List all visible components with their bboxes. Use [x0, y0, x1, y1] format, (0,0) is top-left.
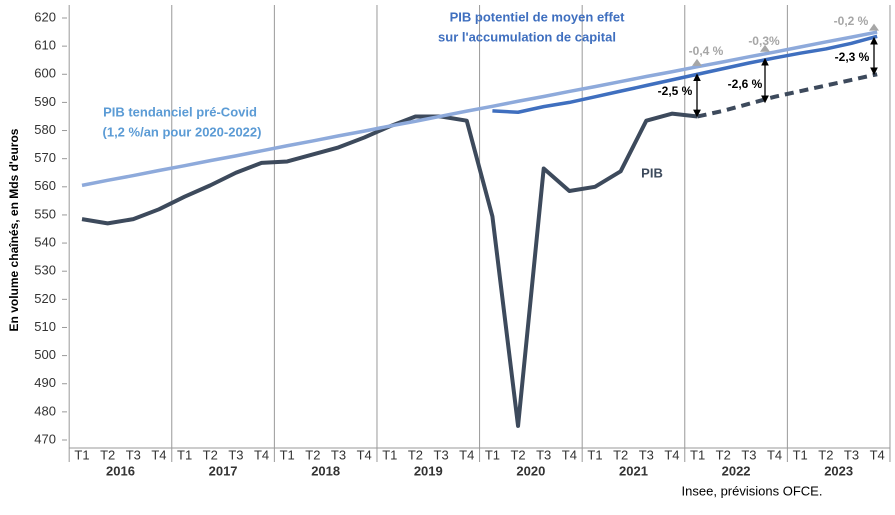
year-label: 2017 — [209, 463, 238, 478]
x-tick-label: T4 — [562, 447, 577, 462]
x-tick-label: T3 — [844, 447, 859, 462]
x-tick-label: T3 — [228, 447, 243, 462]
x-tick-label: T2 — [305, 447, 320, 462]
series-line — [81, 30, 878, 188]
y-tick-label: 610 — [34, 38, 56, 53]
gap-marker — [692, 58, 702, 66]
annotation: -0,4 % — [689, 44, 724, 58]
annotation: -0,3% — [748, 34, 780, 48]
x-tick-label: T3 — [126, 447, 141, 462]
y-tick-label: 470 — [34, 431, 56, 446]
series-line — [697, 72, 878, 119]
y-tick-label: 590 — [34, 94, 56, 109]
y-tick-label: 550 — [34, 206, 56, 221]
x-tick-label: T2 — [510, 447, 525, 462]
y-tick-label: 500 — [34, 347, 56, 362]
year-label: 2020 — [516, 463, 545, 478]
x-tick-label: T3 — [536, 447, 551, 462]
x-tick-label: T1 — [177, 447, 192, 462]
y-tick-label: 560 — [34, 178, 56, 193]
x-tick-label: T2 — [818, 447, 833, 462]
year-label: 2023 — [824, 463, 853, 478]
x-tick-label: T1 — [485, 447, 500, 462]
x-tick-label: T4 — [767, 447, 782, 462]
gap-marker — [760, 44, 770, 52]
y-tick-label: 520 — [34, 291, 56, 306]
y-tick-label: 600 — [34, 66, 56, 81]
y-tick-label: 620 — [34, 9, 56, 24]
annotation: PIB tendanciel pré-Covid — [103, 104, 257, 119]
y-tick-label: 480 — [34, 403, 56, 418]
x-tick-label: T2 — [716, 447, 731, 462]
x-tick-label: T2 — [613, 447, 628, 462]
y-tick-label: 570 — [34, 150, 56, 165]
x-tick-label: T4 — [459, 447, 474, 462]
x-tick-label: T4 — [664, 447, 679, 462]
annotation: sur l'accumulation de capital — [438, 29, 616, 44]
series-line — [492, 34, 878, 114]
annotation: (1,2 %/an pour 2020-2022) — [103, 124, 262, 139]
annotation: -2,6 % — [728, 77, 763, 91]
x-tick-label: T1 — [74, 447, 89, 462]
x-tick-label: T1 — [280, 447, 295, 462]
y-tick-label: 540 — [34, 235, 56, 250]
y-tick-label: 510 — [34, 319, 56, 334]
x-tick-label: T3 — [331, 447, 346, 462]
x-tick-label: T3 — [741, 447, 756, 462]
x-tick-label: T2 — [408, 447, 423, 462]
y-axis-label: En volume chaînés, en Mds d'euros — [7, 128, 21, 331]
year-label: 2019 — [414, 463, 443, 478]
annotation: -2,5 % — [658, 84, 693, 98]
x-tick-label: T3 — [639, 447, 654, 462]
x-tick-label: T4 — [870, 447, 885, 462]
annotation: PIB — [641, 165, 663, 180]
x-tick-label: T4 — [151, 447, 166, 462]
x-tick-label: T2 — [203, 447, 218, 462]
annotation: -2,3 % — [835, 50, 870, 64]
annotation: -0,2 % — [834, 14, 869, 28]
x-tick-label: T4 — [254, 447, 269, 462]
x-tick-label: T1 — [690, 447, 705, 462]
series-line — [81, 111, 698, 428]
y-tick-label: 490 — [34, 375, 56, 390]
x-tick-label: T4 — [357, 447, 372, 462]
annotation: PIB potentiel de moyen effet — [450, 9, 625, 24]
year-label: 2018 — [311, 463, 340, 478]
x-tick-label: T3 — [434, 447, 449, 462]
gap-marker — [869, 23, 879, 31]
year-label: 2021 — [619, 463, 648, 478]
year-label: 2016 — [106, 463, 135, 478]
x-tick-label: T1 — [587, 447, 602, 462]
x-tick-label: T1 — [382, 447, 397, 462]
source: Insee, prévisions OFCE. — [682, 483, 823, 498]
year-label: 2022 — [722, 463, 751, 478]
x-tick-label: T1 — [793, 447, 808, 462]
x-tick-label: T2 — [100, 447, 115, 462]
y-tick-label: 530 — [34, 263, 56, 278]
y-tick-label: 580 — [34, 122, 56, 137]
